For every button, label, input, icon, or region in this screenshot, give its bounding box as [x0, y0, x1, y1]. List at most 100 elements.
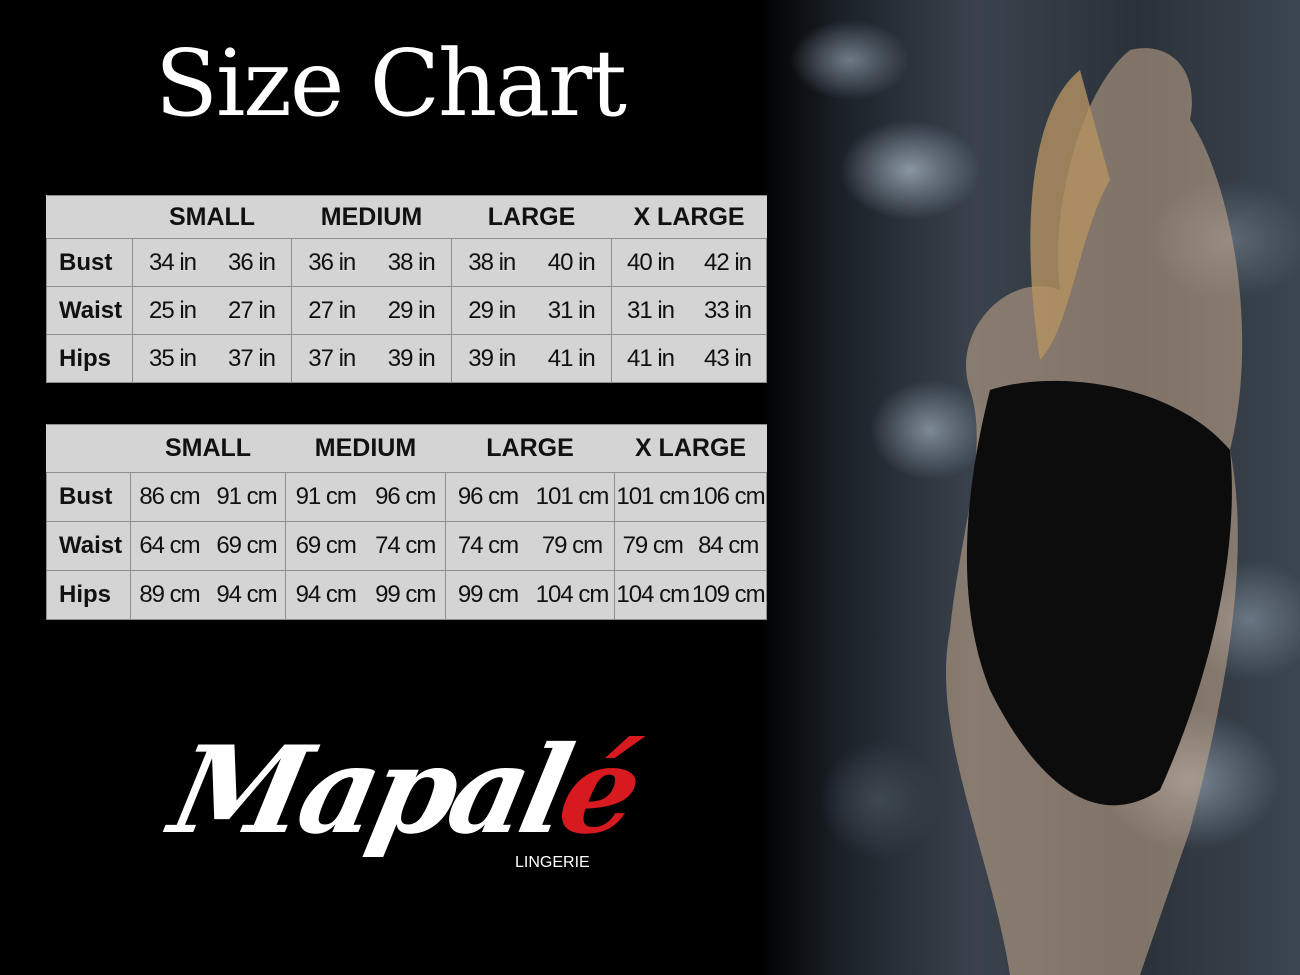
max-value: 69 cm: [216, 532, 277, 559]
size-cell: 38 in 40 in: [451, 238, 612, 287]
max-value: 27 in: [227, 296, 276, 324]
max-value: 36 in: [227, 248, 276, 276]
page-title: Size Chart: [154, 30, 627, 137]
size-cell: 37 in 39 in: [291, 334, 452, 383]
min-value: 89 cm: [139, 581, 200, 608]
row-label: Bust: [46, 238, 133, 287]
size-cell: 29 in 31 in: [451, 286, 612, 335]
header-row: SMALL MEDIUM LARGE X LARGE: [46, 424, 767, 473]
row-label: Waist: [46, 286, 133, 335]
size-header: MEDIUM: [285, 424, 446, 473]
size-cell: 79 cm 84 cm: [614, 521, 767, 571]
min-value: 94 cm: [295, 581, 357, 608]
size-cell: 94 cm 99 cm: [285, 570, 446, 620]
size-header: LARGE: [451, 195, 612, 239]
brand-logo: Mapalé: [160, 720, 649, 861]
max-value: 96 cm: [375, 483, 436, 510]
min-value: 104 cm: [616, 581, 690, 608]
min-value: 29 in: [468, 296, 516, 324]
min-value: 39 in: [468, 344, 516, 372]
size-cell: 74 cm 79 cm: [445, 521, 615, 571]
max-value: 99 cm: [375, 581, 436, 608]
max-value: 33 in: [703, 296, 752, 324]
max-value: 39 in: [387, 344, 436, 372]
max-value: 74 cm: [375, 532, 436, 559]
max-value: 38 in: [387, 248, 436, 276]
size-cell: 34 in 36 in: [132, 238, 292, 287]
max-value: 79 cm: [541, 532, 603, 559]
max-value: 91 cm: [216, 483, 277, 510]
min-value: 69 cm: [295, 532, 357, 559]
max-value: 104 cm: [535, 581, 610, 608]
size-header: LARGE: [445, 424, 615, 473]
max-value: 31 in: [547, 296, 596, 324]
model-figure: [945, 48, 1243, 975]
min-value: 64 cm: [139, 532, 200, 559]
row-label: Hips: [46, 570, 131, 620]
table-row: Waist 25 in 27 in 27 in 29 in 29 in 31 in 31 in…: [46, 286, 767, 335]
min-value: 101 cm: [616, 483, 690, 510]
size-cell: 41 in 43 in: [611, 334, 767, 383]
max-value: 43 in: [703, 344, 752, 372]
size-cell: 25 in 27 in: [132, 286, 292, 335]
header-row: SMALL MEDIUM LARGE X LARGE: [46, 195, 767, 239]
table-row: Waist 64 cm 69 cm 69 cm 74 cm 74 cm 79 cm 79 cm…: [46, 521, 767, 571]
row-label: Hips: [46, 334, 133, 383]
size-header: SMALL: [130, 424, 286, 473]
min-value: 38 in: [468, 248, 516, 276]
size-cell: 89 cm 94 cm: [130, 570, 286, 620]
min-value: 74 cm: [457, 532, 519, 559]
max-value: 109 cm: [691, 581, 766, 608]
size-cell: 27 in 29 in: [291, 286, 452, 335]
size-header: MEDIUM: [291, 195, 452, 239]
size-cell: 96 cm 101 cm: [445, 472, 615, 522]
size-header: SMALL: [132, 195, 292, 239]
size-cell: 35 in 37 in: [132, 334, 292, 383]
min-value: 91 cm: [295, 483, 357, 510]
min-value: 41 in: [626, 344, 675, 372]
empty-header: [46, 424, 131, 473]
size-cell: 40 in 42 in: [611, 238, 767, 287]
min-value: 79 cm: [622, 532, 684, 559]
empty-header: [46, 195, 133, 239]
max-value: 106 cm: [691, 483, 766, 510]
max-value: 101 cm: [535, 483, 610, 510]
size-header: X LARGE: [611, 195, 767, 239]
max-value: 37 in: [227, 344, 276, 372]
row-label: Bust: [46, 472, 131, 522]
size-cell: 99 cm 104 cm: [445, 570, 615, 620]
table-row: Hips 35 in 37 in 37 in 39 in 39 in 41 in 41 in 4…: [46, 334, 767, 383]
size-cell: 104 cm 109 cm: [614, 570, 767, 620]
size-cell: 69 cm 74 cm: [285, 521, 446, 571]
min-value: 99 cm: [457, 581, 519, 608]
size-cell: 31 in 33 in: [611, 286, 767, 335]
min-value: 86 cm: [139, 483, 200, 510]
size-table-cm: SMALL MEDIUM LARGE X LARGE Bust 86 cm 91 cm 91 …: [46, 424, 767, 620]
table-row: Bust 86 cm 91 cm 91 cm 96 cm 96 cm 101 cm 101 c…: [46, 472, 767, 522]
min-value: 34 in: [148, 248, 197, 276]
size-cell: 101 cm 106 cm: [614, 472, 767, 522]
table-row: Hips 89 cm 94 cm 94 cm 99 cm 99 cm 104 cm 104 c…: [46, 570, 767, 620]
max-value: 41 in: [547, 344, 596, 372]
size-table-inches: SMALL MEDIUM LARGE X LARGE Bust 34 in 36 in 36 …: [46, 195, 767, 383]
size-cell: 86 cm 91 cm: [130, 472, 286, 522]
min-value: 36 in: [308, 248, 356, 276]
max-value: 40 in: [547, 248, 596, 276]
size-cell: 64 cm 69 cm: [130, 521, 286, 571]
min-value: 37 in: [308, 344, 356, 372]
min-value: 31 in: [626, 296, 675, 324]
min-value: 27 in: [308, 296, 356, 324]
size-cell: 36 in 38 in: [291, 238, 452, 287]
min-value: 35 in: [148, 344, 197, 372]
min-value: 96 cm: [457, 483, 519, 510]
size-cell: 91 cm 96 cm: [285, 472, 446, 522]
table-row: Bust 34 in 36 in 36 in 38 in 38 in 40 in 40 in 4…: [46, 238, 767, 287]
max-value: 29 in: [387, 296, 436, 324]
row-label: Waist: [46, 521, 131, 571]
size-cell: 39 in 41 in: [451, 334, 612, 383]
min-value: 25 in: [148, 296, 197, 324]
brand-subtitle: LINGERIE: [515, 854, 590, 871]
max-value: 94 cm: [216, 581, 277, 608]
size-header: X LARGE: [614, 424, 767, 473]
max-value: 42 in: [703, 248, 752, 276]
